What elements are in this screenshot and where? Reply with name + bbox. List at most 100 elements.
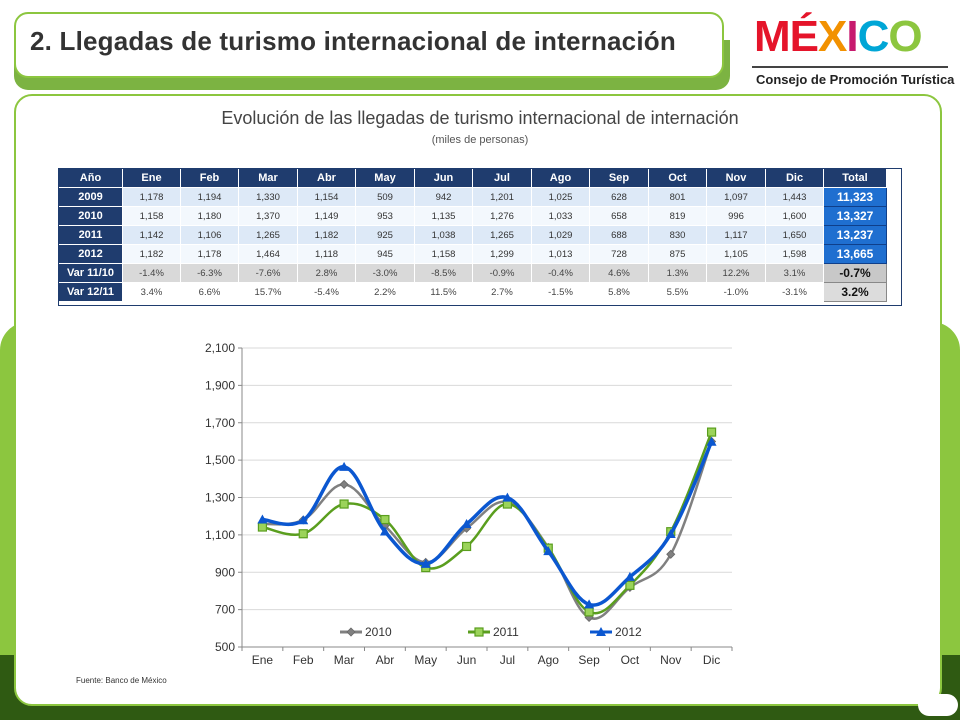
corner-decoration [918,694,958,716]
data-point [665,528,676,538]
data-point [474,627,484,637]
table-header-cell: Jun [414,168,473,188]
table-cell: 1,194 [180,187,239,207]
table-cell: 1,158 [122,206,181,226]
table-header-row: Año Ene Feb Mar Abr May Jun Jul Ago Sep Oct Nov Dic T… [58,168,887,188]
y-tick-label: 1,900 [205,378,235,392]
legend-item: 2011 [468,625,519,639]
page-title: 2. Llegadas de turismo internacional de … [30,26,676,56]
data-point [584,599,595,609]
logo-letter: O [888,12,922,61]
table-cell: 1,650 [765,225,824,245]
table-cell: 1,182 [122,244,181,264]
table-cell: 1,142 [122,225,181,245]
table-cell: 1,106 [180,225,239,245]
series-line [262,441,713,620]
table-cell: 2.2% [355,282,415,302]
table-cell: 5.5% [648,282,707,302]
series-2011 [257,427,717,617]
data-point [298,515,309,525]
table-cell: -1.0% [706,282,766,302]
x-axis-ticks: Ene Feb Mar Abr May Jun Jul Ago Sep Oct Nov Dic [241,646,733,667]
table-cell: 953 [355,206,415,226]
data-point [596,627,606,636]
series-line [262,431,713,615]
table-header-cell: Total [823,168,887,188]
table-row: 2012 1,182 1,178 1,464 1,118 945 1,158 1,299 1,0… [58,244,887,264]
row-total: -0.7% [823,263,887,283]
table-cell: 1,600 [765,206,824,226]
table-cell: 875 [648,244,707,264]
y-tick-label: 1,700 [205,416,235,430]
table-cell: 728 [589,244,649,264]
row-label: 2011 [58,225,123,245]
row-total: 13,327 [823,206,887,226]
table-cell: 15.7% [238,282,298,302]
table-header-cell: Ago [531,168,590,188]
table-cell: -6.3% [180,263,239,283]
x-tick-label: Ago [538,653,560,667]
data-point [706,436,717,446]
table-cell: 4.6% [589,263,649,283]
table-cell: 658 [589,206,649,226]
table-header-cell: Abr [297,168,356,188]
y-tick-label: 1,300 [205,491,235,505]
data-point [339,499,349,509]
table-cell: 942 [414,187,473,207]
y-tick-label: 2,100 [205,341,235,355]
table-header-cell: Jul [472,168,532,188]
logo-letter: M [754,12,791,61]
data-point [624,571,635,581]
table-cell: 11.5% [414,282,473,302]
table-cell: 1,178 [180,244,239,264]
table-cell: 1,033 [531,206,590,226]
data-point [420,558,431,568]
y-tick-label: 700 [215,603,235,617]
data-point [379,526,390,536]
table-cell: -8.5% [414,263,473,283]
table-row: 2010 1,158 1,180 1,370 1,149 953 1,135 1,276 1,0… [58,206,887,226]
table-header-cell: Nov [706,168,766,188]
table-cell: 1,097 [706,187,766,207]
data-point [543,546,554,556]
table-cell: 1,598 [765,244,824,264]
series-2010 [257,436,717,623]
row-total: 13,237 [823,225,887,245]
data-point [380,514,390,525]
y-tick-label: 500 [215,640,235,654]
row-label: Var 12/11 [58,282,123,302]
table-cell: 1,105 [706,244,766,264]
data-point [461,519,472,529]
arrivals-table: Año Ene Feb Mar Abr May Jun Jul Ago Sep Oct Nov Dic T… [58,168,887,302]
table-header-cell: Oct [648,168,707,188]
data-point [257,522,268,532]
table-cell: 996 [706,206,766,226]
table-cell: -1.4% [122,263,181,283]
table-cell: 1,178 [122,187,181,207]
table-cell: 1,299 [472,244,532,264]
table-cell: -1.5% [531,282,590,302]
table-cell: 1,443 [765,187,824,207]
table-cell: 1,201 [472,187,532,207]
table-header-cell: May [355,168,415,188]
chart-subtitle: (miles de personas) [431,134,529,146]
x-tick-label: May [414,653,437,667]
table-cell: 3.1% [765,263,824,283]
x-tick-label: Ene [252,653,274,667]
table-cell: 1,038 [414,225,473,245]
chart-series [257,427,717,623]
data-point [339,479,349,489]
y-tick-label: 1,500 [205,453,235,467]
logo-subtitle: Consejo de Promoción Turística [756,72,955,87]
table-cell: 1,330 [238,187,298,207]
series-2012 [257,436,717,609]
row-total: 11,323 [823,187,887,207]
x-tick-label: Nov [660,653,681,667]
y-tick-label: 1,100 [205,528,235,542]
table-cell: 1,154 [297,187,356,207]
data-point [666,549,676,559]
data-point [257,514,268,524]
table-cell: 2.8% [297,263,356,283]
chart-grid [242,347,732,648]
table-cell: -0.4% [531,263,590,283]
